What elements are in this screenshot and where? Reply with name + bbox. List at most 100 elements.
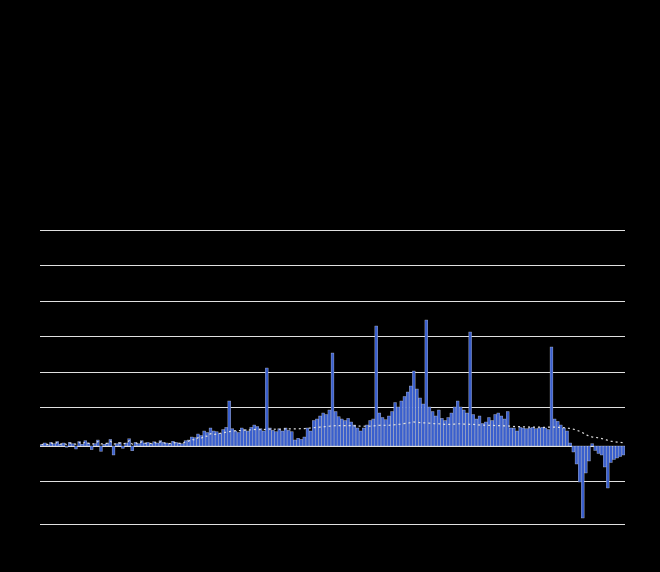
bar	[284, 428, 287, 446]
bar	[466, 413, 469, 446]
bar	[268, 428, 271, 446]
bar	[121, 446, 124, 448]
bar	[334, 412, 337, 447]
bar	[556, 421, 559, 446]
bar	[131, 446, 134, 451]
bar	[369, 421, 372, 447]
bar	[581, 446, 584, 518]
bar	[578, 446, 581, 482]
bar	[209, 428, 212, 446]
bar	[272, 430, 275, 446]
bar	[400, 401, 403, 446]
bar	[541, 427, 544, 446]
bar	[416, 389, 419, 446]
bar	[222, 430, 225, 447]
bar	[534, 429, 537, 446]
bar	[475, 419, 478, 446]
bar	[575, 446, 578, 464]
bar	[481, 424, 484, 447]
plot-area	[40, 230, 625, 530]
bar	[613, 446, 616, 460]
bar	[597, 446, 600, 454]
bar	[378, 413, 381, 446]
bar	[340, 419, 343, 446]
bar	[218, 433, 221, 446]
bar	[563, 428, 566, 446]
bar	[344, 421, 347, 447]
bar	[356, 428, 359, 446]
chart-container	[0, 0, 660, 572]
bar	[381, 418, 384, 447]
bar	[509, 428, 512, 446]
bar	[309, 431, 312, 446]
bar	[53, 444, 56, 446]
bar	[281, 431, 284, 446]
bar	[347, 418, 350, 446]
bar	[81, 444, 84, 446]
bar	[319, 416, 322, 446]
bar	[322, 413, 325, 446]
bar	[519, 427, 522, 446]
bar	[528, 428, 531, 446]
bar	[137, 444, 140, 446]
bar	[275, 432, 278, 446]
bar	[228, 401, 231, 446]
bar	[90, 446, 93, 450]
bar	[193, 438, 196, 446]
bar	[588, 446, 591, 461]
bar	[303, 437, 306, 446]
bar	[403, 397, 406, 447]
bar	[553, 419, 556, 446]
bar	[353, 425, 356, 446]
bar	[225, 427, 228, 446]
bar	[325, 415, 328, 447]
bar	[572, 446, 575, 452]
bar	[212, 431, 215, 446]
bar	[450, 413, 453, 446]
bar	[506, 412, 509, 447]
bar	[547, 430, 550, 447]
bar	[328, 410, 331, 446]
bar	[397, 407, 400, 446]
bar	[146, 442, 149, 446]
bar	[513, 428, 516, 446]
bar	[156, 443, 159, 446]
bar	[237, 433, 240, 447]
bar	[447, 418, 450, 447]
bar	[584, 446, 587, 473]
bar	[434, 416, 437, 446]
bar	[103, 444, 106, 446]
bar	[62, 443, 65, 446]
bar	[234, 431, 237, 446]
bar	[516, 431, 519, 446]
bar	[409, 386, 412, 446]
bar	[372, 419, 375, 446]
bar	[71, 444, 74, 446]
bar	[437, 410, 440, 446]
bar	[497, 413, 500, 446]
bar	[84, 441, 87, 446]
bar	[297, 438, 300, 446]
bar	[494, 415, 497, 447]
bar	[606, 446, 609, 488]
bar	[566, 431, 569, 446]
bars-svg	[40, 230, 625, 530]
bar	[503, 419, 506, 446]
bar	[487, 418, 490, 447]
bar	[622, 446, 625, 455]
bar	[459, 407, 462, 446]
bar	[431, 412, 434, 447]
bar	[331, 353, 334, 446]
bar	[616, 446, 619, 458]
bar	[306, 428, 309, 446]
bar	[544, 428, 547, 446]
bar	[112, 446, 115, 455]
bar	[231, 429, 234, 446]
bar	[422, 404, 425, 446]
bar	[337, 417, 340, 446]
bar	[428, 407, 431, 446]
bar	[43, 443, 46, 446]
bar	[259, 429, 262, 446]
bar	[600, 446, 603, 455]
bar	[294, 440, 297, 446]
